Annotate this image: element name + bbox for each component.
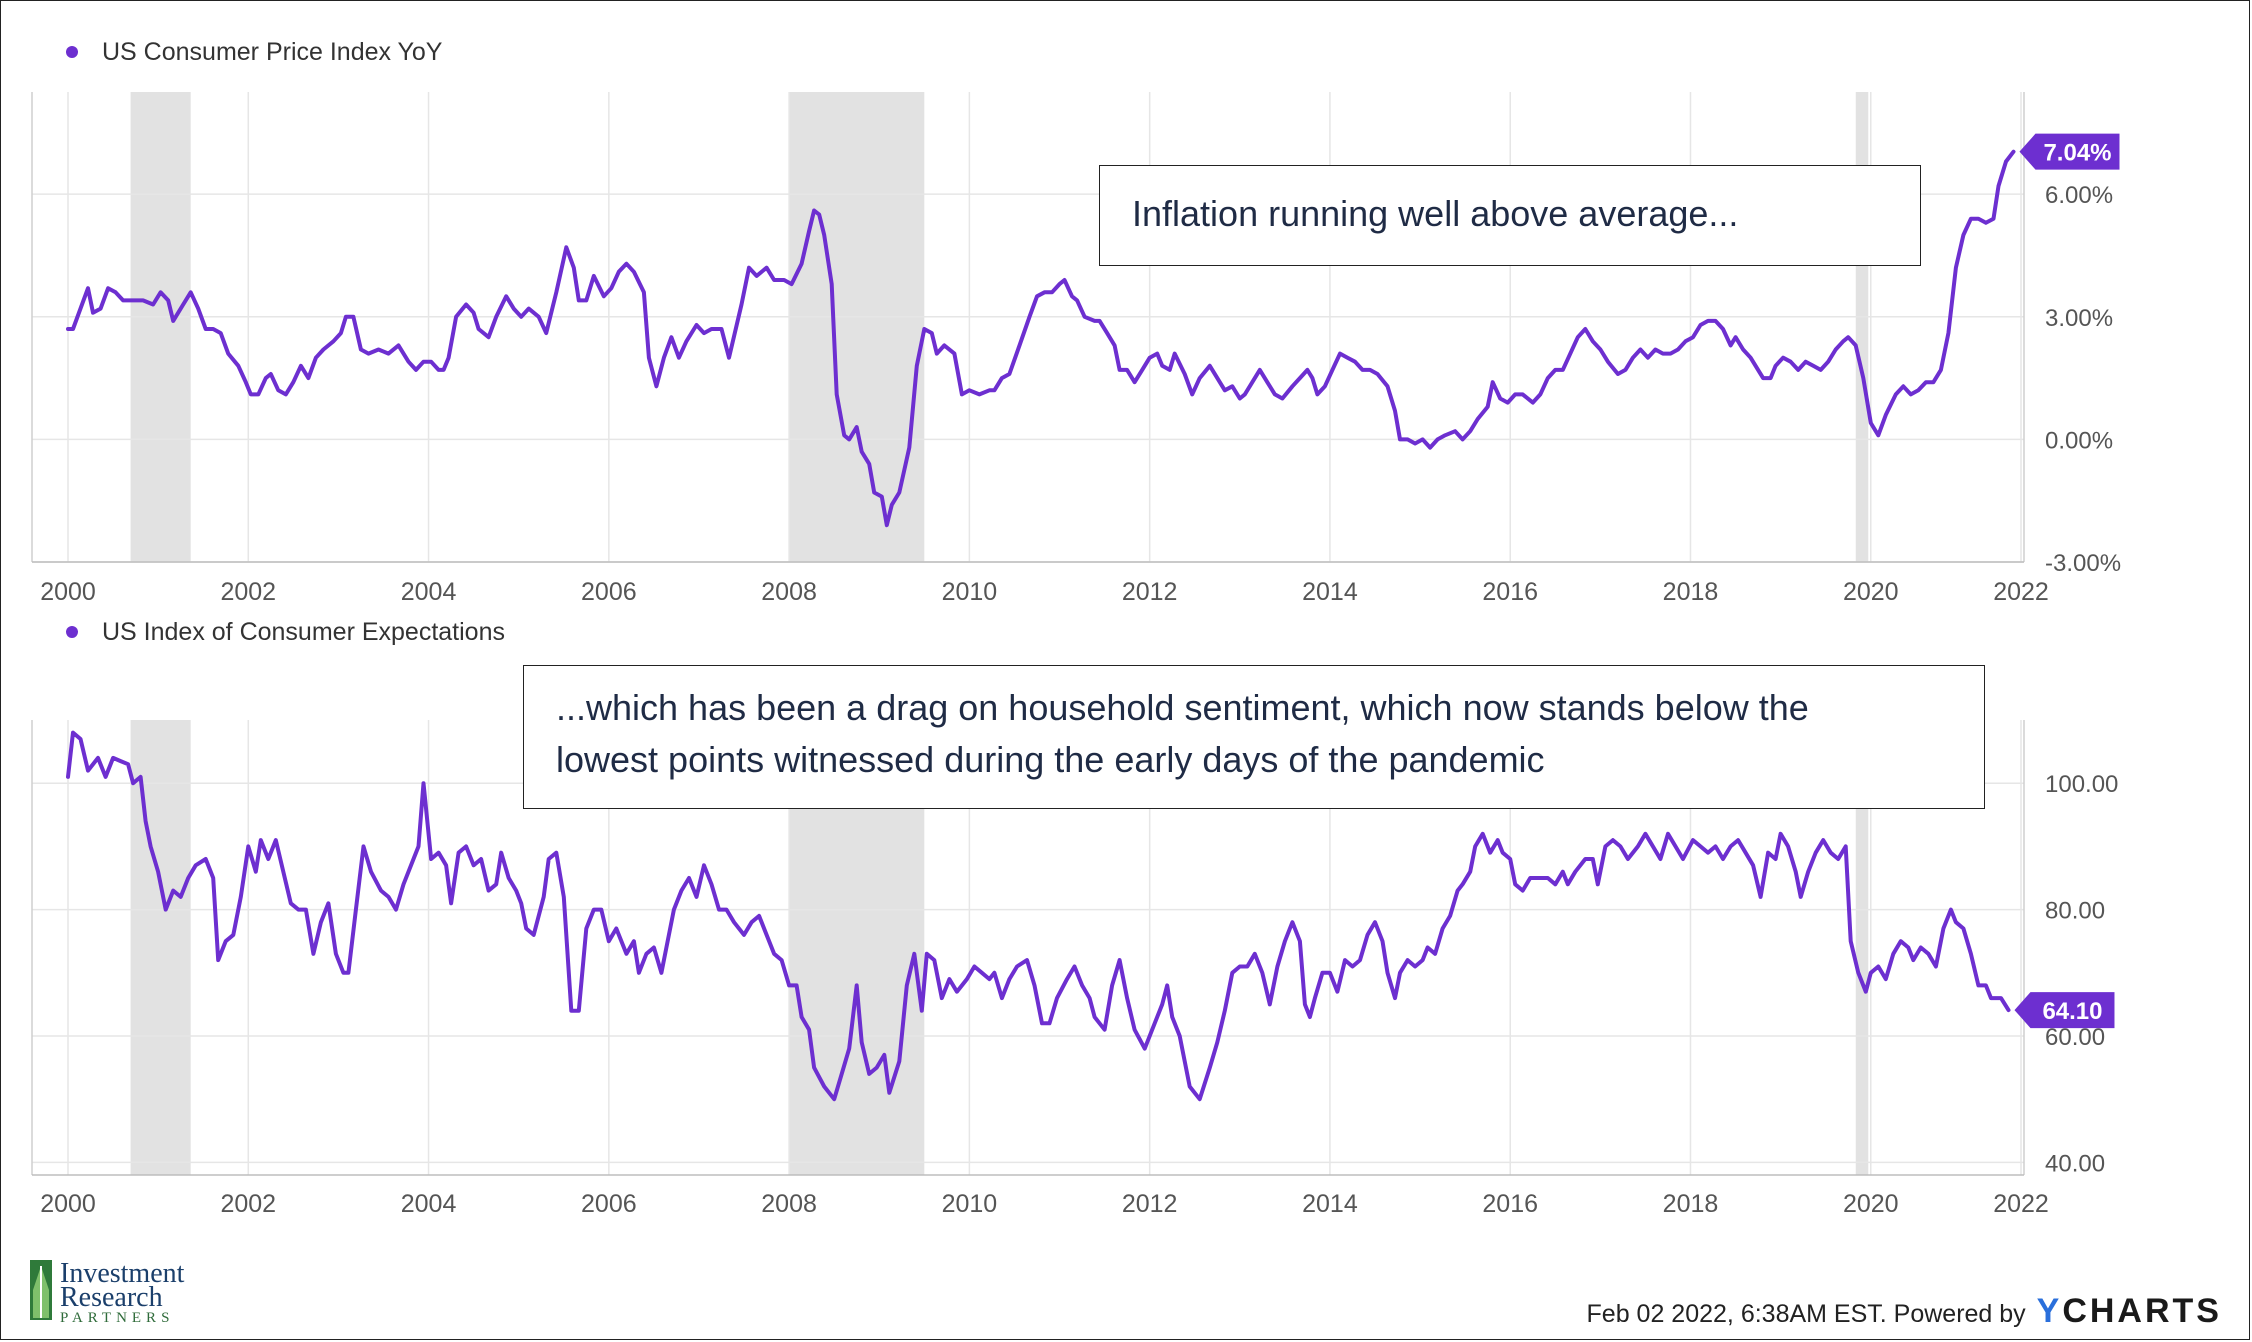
legend-label: US Index of Consumer Expectations bbox=[102, 618, 505, 646]
x-tick-label: 2012 bbox=[1122, 1190, 1178, 1218]
x-tick-label: 2002 bbox=[220, 578, 276, 606]
y-tick-label: 0.00% bbox=[2045, 427, 2113, 454]
y-tick-label: 40.00 bbox=[2045, 1150, 2105, 1177]
logo-text-line-1: Investment bbox=[60, 1258, 185, 1289]
x-tick-label: 2020 bbox=[1843, 1190, 1899, 1218]
legend-dot bbox=[66, 46, 78, 58]
recession-band bbox=[789, 92, 925, 562]
y-tick-label: -3.00% bbox=[2045, 550, 2121, 577]
y-tick-label: 6.00% bbox=[2045, 182, 2113, 209]
investment-research-partners-logo-icon bbox=[30, 1260, 52, 1320]
legend-label: US Consumer Price Index YoY bbox=[102, 38, 443, 66]
x-tick-label: 2016 bbox=[1482, 578, 1538, 606]
y-tick-label: 80.00 bbox=[2045, 898, 2105, 925]
footer-credit: Feb 02 2022, 6:38AM EST. Powered by YCHA… bbox=[1587, 1292, 2222, 1331]
ycharts-logo-y: Y bbox=[2036, 1292, 2063, 1330]
x-tick-label: 2014 bbox=[1302, 578, 1358, 606]
x-tick-label: 2000 bbox=[40, 1190, 96, 1218]
x-tick-label: 2016 bbox=[1482, 1190, 1538, 1218]
annotation-inflation: Inflation running well above average... bbox=[1099, 165, 1921, 266]
last-value-label: 7.04% bbox=[2043, 140, 2111, 167]
x-tick-label: 2004 bbox=[401, 1190, 457, 1218]
annotation-sentiment-line-1: ...which has been a drag on household se… bbox=[556, 687, 1809, 728]
recession-band bbox=[130, 92, 191, 562]
annotation-inflation-text: Inflation running well above average... bbox=[1132, 193, 1739, 234]
recession-band bbox=[1855, 92, 1869, 562]
y-tick-label: 100.00 bbox=[2045, 771, 2118, 798]
x-tick-label: 2002 bbox=[220, 1190, 276, 1218]
x-tick-label: 2000 bbox=[40, 578, 96, 606]
x-tick-label: 2008 bbox=[761, 1190, 817, 1218]
y-tick-label: 60.00 bbox=[2045, 1024, 2105, 1051]
logo-text-line-3: PARTNERS bbox=[60, 1310, 175, 1326]
last-value-tag bbox=[2014, 992, 2115, 1029]
legend-dot bbox=[66, 626, 78, 638]
x-tick-label: 2018 bbox=[1663, 578, 1719, 606]
x-tick-label: 2006 bbox=[581, 1190, 637, 1218]
x-tick-label: 2022 bbox=[1993, 578, 2049, 606]
last-value-label: 64.10 bbox=[2042, 998, 2102, 1025]
x-tick-label: 2022 bbox=[1993, 1190, 2049, 1218]
annotation-sentiment-line-2: lowest points witnessed during the early… bbox=[556, 739, 1545, 780]
x-tick-label: 2018 bbox=[1663, 1190, 1719, 1218]
x-tick-label: 2004 bbox=[401, 578, 457, 606]
series-line bbox=[66, 730, 2011, 1102]
series-line bbox=[66, 149, 2016, 528]
x-tick-label: 2010 bbox=[942, 578, 998, 606]
x-tick-label: 2012 bbox=[1122, 578, 1178, 606]
recession-band bbox=[130, 720, 191, 1175]
footer-timestamp: Feb 02 2022, 6:38AM EST. Powered by bbox=[1586, 1300, 2026, 1328]
x-tick-label: 2006 bbox=[581, 578, 637, 606]
last-value-tag bbox=[2019, 133, 2120, 170]
chart-panel-1: 6.00% 3.00% 0.00% -3.00% 2000 2002 2004 2006 200… bbox=[31, 38, 2121, 606]
recession-band bbox=[1855, 720, 1869, 1175]
logo-text-line-2: Research bbox=[60, 1282, 163, 1313]
x-tick-label: 2008 bbox=[761, 578, 817, 606]
x-tick-label: 2020 bbox=[1843, 578, 1899, 606]
ycharts-logo-text: CHARTS bbox=[2062, 1292, 2222, 1330]
x-tick-label: 2010 bbox=[942, 1190, 998, 1218]
annotation-sentiment: ...which has been a drag on household se… bbox=[523, 665, 1985, 809]
x-tick-label: 2014 bbox=[1302, 1190, 1358, 1218]
ycharts-logo: YCHARTS bbox=[2037, 1292, 2222, 1330]
y-tick-label: 3.00% bbox=[2045, 305, 2113, 332]
